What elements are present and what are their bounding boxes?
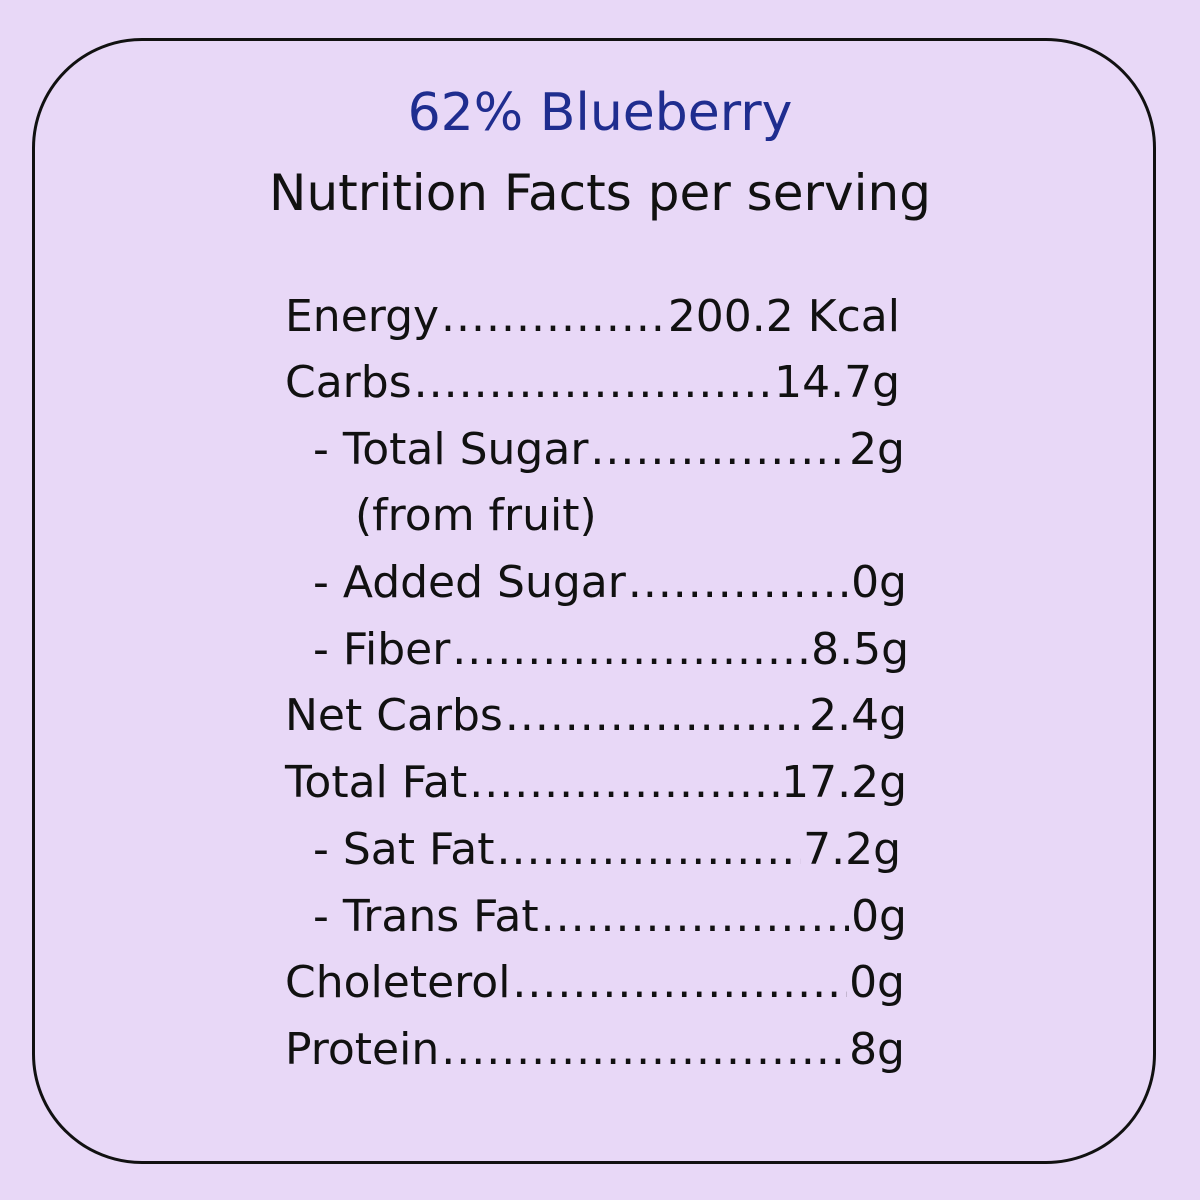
nutrient-value: 200.2 Kcal [667, 291, 900, 342]
product-title: 62% Blueberry [407, 83, 793, 143]
dot-leader [496, 820, 801, 880]
nutrient-row-total-fat: Total Fat 17.2g [285, 753, 907, 813]
nutrient-value: 14.7g [774, 357, 900, 408]
nutrient-label: Energy [285, 291, 440, 342]
nutrient-row-added-sugar: - Added Sugar 0g [313, 553, 907, 613]
nutrient-label: - Fiber [313, 624, 451, 675]
nutrient-row-carbs: Carbs 14.7g [285, 353, 900, 413]
dot-leader [505, 686, 807, 746]
nutrient-value: 8.5g [811, 624, 909, 675]
nutrient-label: Choleterol [285, 957, 511, 1008]
nutrient-row-energy: Energy 200.2 Kcal [285, 287, 900, 347]
nutrient-value: 7.2g [803, 824, 901, 875]
nutrient-label: Carbs [285, 357, 412, 408]
nutrient-label: - Total Sugar [313, 424, 589, 475]
nutrient-row-total-sugar: - Total Sugar 2g [313, 420, 905, 480]
nutrient-row-trans-fat: - Trans Fat 0g [313, 887, 907, 947]
nutrient-value: 0g [851, 557, 907, 608]
nutrient-value: 0g [849, 957, 905, 1008]
total-sugar-note: (from fruit) [355, 490, 597, 541]
dot-leader [452, 620, 809, 680]
dot-leader [469, 753, 779, 813]
nutrient-value: 8g [849, 1024, 905, 1075]
nutrient-row-cholesterol: Choleterol 0g [285, 953, 905, 1013]
nutrient-label: Protein [285, 1024, 440, 1075]
dot-leader [441, 1020, 847, 1080]
dot-leader [414, 353, 772, 413]
dot-leader [590, 420, 847, 480]
nutrient-label: - Sat Fat [313, 824, 495, 875]
nutrient-label: Total Fat [285, 757, 468, 808]
nutrition-subtitle: Nutrition Facts per serving [269, 164, 931, 222]
nutrient-row-fiber: - Fiber 8.5g [313, 620, 909, 680]
nutrient-label: - Trans Fat [313, 891, 539, 942]
nutrient-label: Net Carbs [285, 690, 503, 741]
nutrient-label: - Added Sugar [313, 557, 626, 608]
dot-leader [628, 553, 849, 613]
nutrient-value: 0g [851, 891, 907, 942]
nutrient-row-protein: Protein 8g [285, 1020, 905, 1080]
nutrient-value: 2.4g [809, 690, 907, 741]
dot-leader [541, 887, 849, 947]
nutrient-value: 17.2g [781, 757, 907, 808]
nutrient-row-sat-fat: - Sat Fat 7.2g [313, 820, 901, 880]
nutrient-value: 2g [849, 424, 905, 475]
dot-leader [512, 953, 847, 1013]
dot-leader [441, 287, 666, 347]
nutrient-row-net-carbs: Net Carbs 2.4g [285, 686, 907, 746]
